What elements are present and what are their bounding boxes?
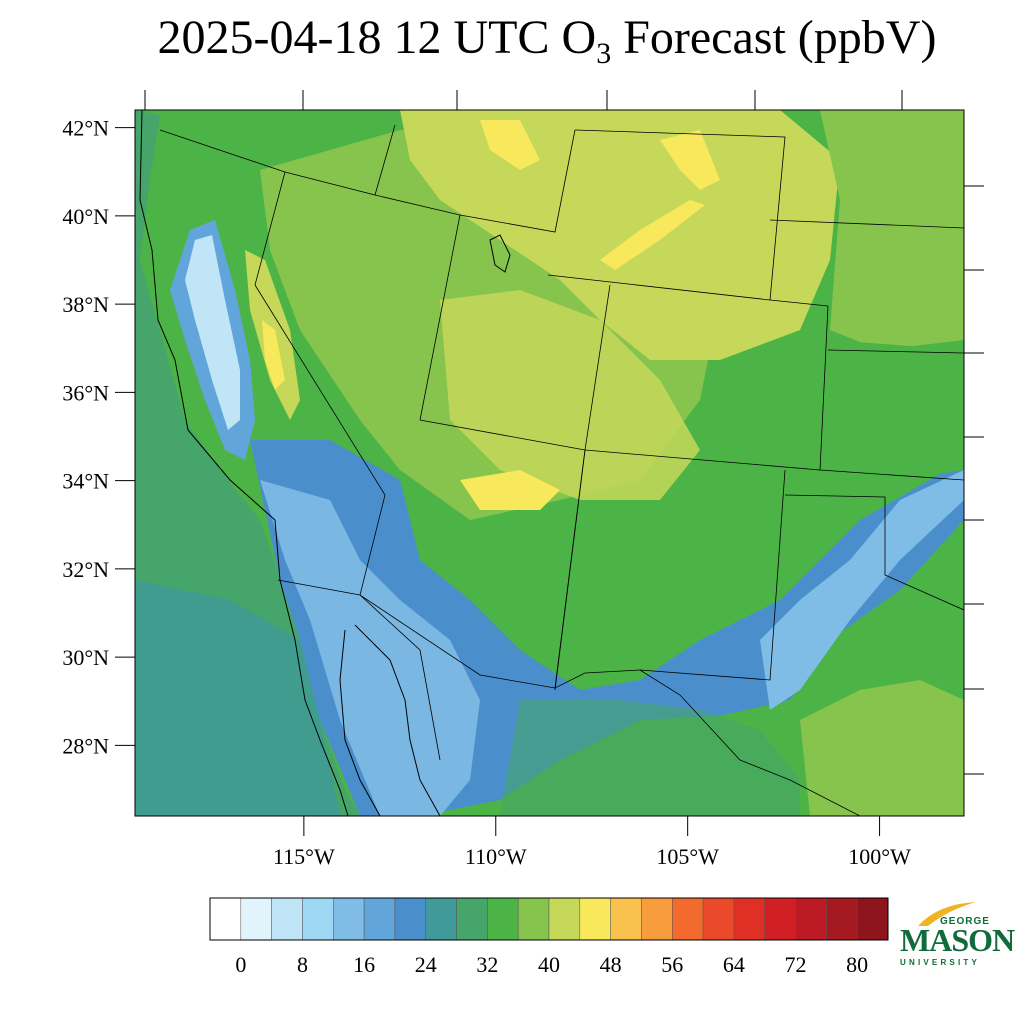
colorbar-swatch <box>456 897 488 941</box>
colorbar-swatch <box>826 897 858 941</box>
us-mexico-border <box>277 579 861 816</box>
nm-tx-border <box>639 469 786 681</box>
colorbar-swatch <box>517 897 550 941</box>
wy-co-border <box>547 274 829 307</box>
colorbar <box>209 897 889 941</box>
colorbar-tick-label: 0 <box>235 952 246 977</box>
desert-lower <box>260 480 480 816</box>
colorbar-tick-label: 72 <box>785 952 807 977</box>
lat-tick-label: 42°N <box>62 116 109 141</box>
high-streak-1 <box>600 200 705 270</box>
gmu-logo: GEORGE MASON UNIVERSITY <box>898 900 1015 972</box>
colorbar-tick-label: 80 <box>846 952 868 977</box>
colorbar-swatch <box>579 897 611 941</box>
ozone-field <box>135 110 964 816</box>
plains-east <box>820 110 964 350</box>
ok-tx-border <box>784 494 964 611</box>
title-suffix: Forecast (ppbV) <box>611 11 937 64</box>
title-prefix: 2025-04-18 12 UTC O <box>157 11 597 64</box>
wy-border-east <box>574 129 786 301</box>
colorbar-swatch <box>271 897 303 941</box>
high-streak-2 <box>480 120 540 170</box>
map-frame <box>134 109 965 817</box>
colorbar-swatch <box>610 897 642 941</box>
lat-tick-label: 34°N <box>62 469 109 494</box>
colorbar-tick-labels: 0 8 16 24 32 40 48 56 64 72 80 <box>235 952 868 977</box>
right-tick-marks <box>964 185 984 775</box>
colorbar-swatch <box>487 897 519 941</box>
map-title: 2025-04-18 12 UTC O3 Forecast (ppbV) <box>0 10 1024 71</box>
high-streak-4 <box>460 470 560 510</box>
colorbar-swatch <box>856 897 889 941</box>
latitude-axis: 42°N 40°N 38°N 36°N 34°N 32°N 30°N 28°N <box>62 116 135 758</box>
colorbar-swatch <box>394 897 426 941</box>
ne-ks-border <box>769 219 964 229</box>
pacific-coastline <box>139 110 349 816</box>
colorbar-swatch <box>764 897 796 941</box>
central-valley-min <box>185 235 240 430</box>
colorbar-outline <box>209 897 889 941</box>
baja-gulf-coast <box>354 624 441 816</box>
lat-tick-label: 36°N <box>62 380 109 405</box>
longitude-axis: 115°W 110°W 105°W 100°W <box>273 816 911 869</box>
coastlines <box>139 110 511 816</box>
ks-ok-border-2 <box>827 349 964 354</box>
colorbar-swatch <box>733 897 765 941</box>
lon-tick-label: 110°W <box>465 844 527 869</box>
logo-top-text: GEORGE <box>940 916 990 927</box>
lat-tick-label: 40°N <box>62 204 109 229</box>
high-streak-5 <box>262 320 285 390</box>
ca-nv-border <box>159 129 386 496</box>
high-plains-elevated <box>400 110 840 360</box>
az-ca-border <box>359 494 386 596</box>
lon-tick-label: 105°W <box>656 844 719 869</box>
ks-ok-border <box>819 305 829 471</box>
logo-swoosh-icon <box>918 902 976 926</box>
colorbar-tick-label: 16 <box>353 952 375 977</box>
colorbar-tick-label: 24 <box>415 952 437 977</box>
lat-tick-label: 28°N <box>62 733 109 758</box>
high-streak-3 <box>660 130 720 190</box>
texas-low <box>760 470 964 710</box>
gulf-region <box>800 680 964 816</box>
co-nm-border <box>419 419 964 481</box>
utah-elevated <box>440 290 700 500</box>
az-nm-border <box>554 449 586 689</box>
colorbar-swatch <box>548 897 581 941</box>
colorbar-swatch <box>641 897 673 941</box>
lat-tick-label: 38°N <box>62 292 109 317</box>
mexico-green <box>500 700 800 816</box>
baja-west-coast <box>339 629 381 816</box>
colorbar-swatch <box>240 897 272 941</box>
colorbar-tick-label: 32 <box>476 952 498 977</box>
colorbar-swatch <box>333 897 365 941</box>
state-boundaries <box>159 124 964 816</box>
title-subscript: 3 <box>596 37 612 70</box>
ut-wy-border <box>459 129 576 233</box>
colorbar-swatch <box>425 897 457 941</box>
colorbar-tick-label: 48 <box>600 952 622 977</box>
lat-tick-label: 32°N <box>62 557 109 582</box>
colorbar-swatch <box>795 897 827 941</box>
lon-tick-label: 115°W <box>273 844 335 869</box>
plains-southeast <box>820 340 964 480</box>
logo-main-text: MASON <box>900 922 1015 958</box>
great-salt-lake <box>489 234 511 273</box>
colorbar-swatch <box>672 897 704 941</box>
colorbar-swatch <box>302 897 334 941</box>
ocean-low-band <box>135 580 340 816</box>
colorbar-tick-label: 56 <box>661 952 683 977</box>
colorbar-swatch <box>702 897 735 941</box>
mexico-internal-border <box>359 594 441 761</box>
top-tick-marks <box>144 90 903 110</box>
colorbar-swatch <box>363 897 396 941</box>
lon-tick-label: 100°W <box>848 844 911 869</box>
colorbar-tick-label: 40 <box>538 952 560 977</box>
logo-bottom-text: UNIVERSITY <box>900 958 981 967</box>
colorbar-tick-label: 64 <box>723 952 745 977</box>
colorbar-tick-label: 8 <box>297 952 308 977</box>
lat-tick-label: 30°N <box>62 645 109 670</box>
colorbar-swatch <box>209 897 242 941</box>
